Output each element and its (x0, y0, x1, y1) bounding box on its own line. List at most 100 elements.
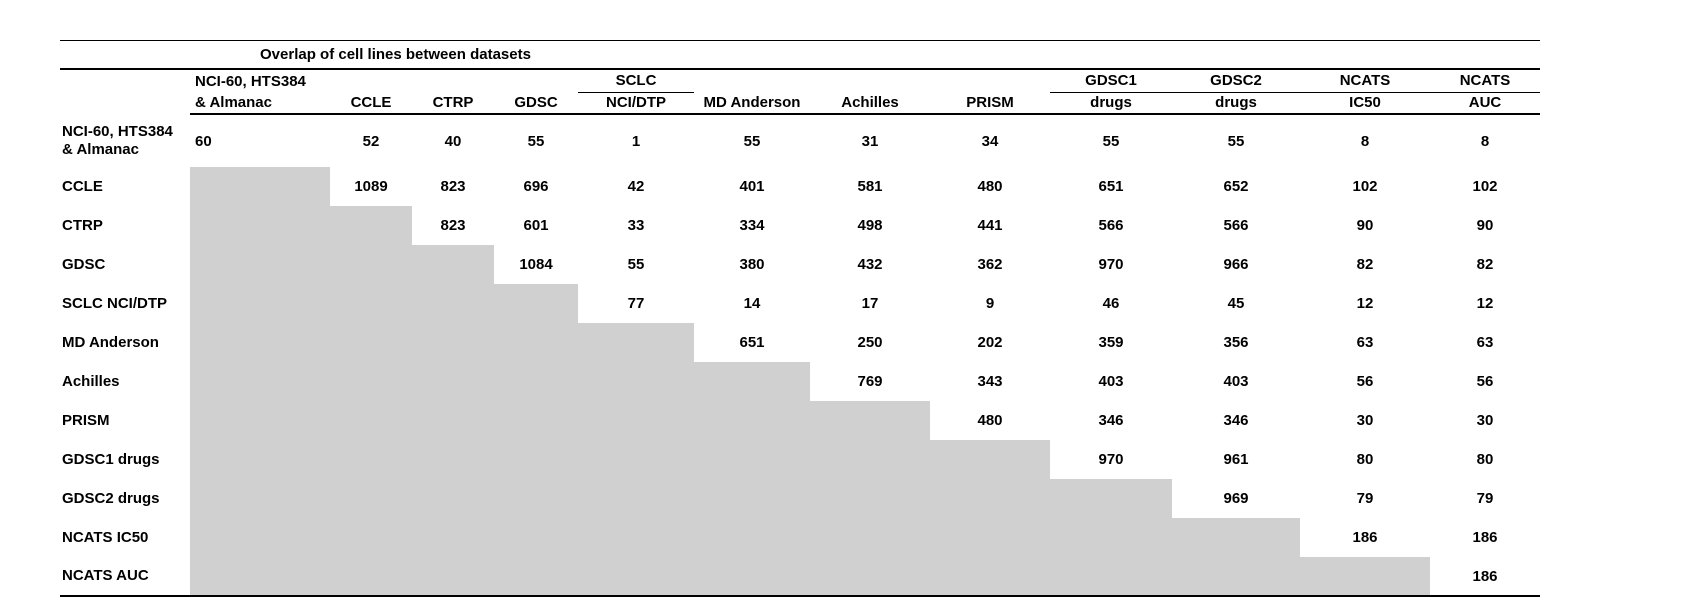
overlap-count-cell: 82 (1356, 256, 1374, 273)
column-header: CCLE (330, 92, 412, 115)
shaded-cell (810, 479, 930, 518)
column-header: drugs (1172, 92, 1300, 115)
overlap-count-cell: 30 (1356, 412, 1374, 429)
column-group-header (412, 70, 494, 92)
row-label: GDSC1 drugs (62, 450, 160, 468)
overlap-table: NCI-60, HTS384 SCLC GDSC1 GDSC2 NCATS NCATS & … (60, 70, 1540, 597)
overlap-count-cell: 970 (1098, 256, 1124, 273)
column-group-header: NCI-60, HTS384 (195, 72, 306, 90)
table-row: GDSC1 drugs 970 961 80 80 (60, 440, 1540, 479)
shaded-cell (412, 362, 494, 401)
row-label: NCI-60, HTS384 & Almanac (62, 122, 173, 158)
shaded-cell (810, 401, 930, 440)
overlap-count-cell: 34 (981, 132, 999, 150)
shaded-cell (412, 284, 494, 323)
table-body: NCI-60, HTS384 & Almanac 60 52 40 55 1 55 31 34 5… (60, 114, 1540, 596)
shaded-cell (412, 401, 494, 440)
shaded-cell (578, 440, 694, 479)
overlap-count-cell: 403 (1223, 373, 1249, 390)
overlap-count-cell: 346 (1098, 412, 1124, 429)
overlap-count-cell: 40 (444, 132, 462, 150)
overlap-count-cell: 601 (523, 217, 549, 234)
row-label: GDSC (62, 255, 106, 273)
overlap-count-cell: 823 (440, 178, 466, 195)
overlap-count-cell: 90 (1356, 217, 1374, 234)
overlap-count-cell: 403 (1098, 373, 1124, 390)
shaded-cell (578, 362, 694, 401)
shaded-cell (578, 557, 694, 596)
overlap-count-cell: 63 (1476, 334, 1494, 351)
table-row: GDSC 1084 55 380 432 362 970 966 82 82 (60, 245, 1540, 284)
overlap-count-cell: 55 (1227, 132, 1245, 150)
column-group-header: GDSC2 (1172, 70, 1300, 93)
column-header: drugs (1050, 92, 1172, 115)
shaded-cell (494, 362, 578, 401)
shaded-cell (694, 401, 810, 440)
overlap-count-cell: 969 (1223, 490, 1249, 507)
overlap-count-cell: 334 (739, 217, 765, 234)
shaded-cell (494, 323, 578, 362)
row-label: Achilles (62, 372, 120, 390)
overlap-count-cell: 202 (977, 334, 1003, 351)
overlap-count-cell: 12 (1356, 295, 1374, 312)
row-label-column-header (60, 70, 190, 92)
shaded-cell (190, 284, 330, 323)
overlap-count-cell: 45 (1227, 295, 1245, 312)
table-header: NCI-60, HTS384 SCLC GDSC1 GDSC2 NCATS NCATS & … (60, 70, 1540, 115)
overlap-count-cell: 12 (1476, 295, 1494, 312)
column-header: Achilles (810, 92, 930, 115)
column-header: CTRP (412, 92, 494, 115)
overlap-count-cell: 30 (1476, 412, 1494, 429)
overlap-count-cell: 441 (977, 217, 1003, 234)
column-header: MD Anderson (694, 92, 810, 115)
shaded-cell (1050, 518, 1172, 557)
shaded-cell (930, 440, 1050, 479)
row-label: SCLC NCI/DTP (62, 294, 167, 312)
overlap-count-cell: 343 (977, 373, 1003, 390)
shaded-cell (494, 518, 578, 557)
shaded-cell (412, 245, 494, 284)
column-header: NCI/DTP (578, 92, 694, 115)
shaded-cell (330, 284, 412, 323)
shaded-cell (412, 479, 494, 518)
row-label-column-header (60, 92, 190, 114)
shaded-cell (330, 518, 412, 557)
overlap-count-cell: 566 (1223, 217, 1249, 234)
shaded-cell (578, 518, 694, 557)
shaded-cell (190, 167, 330, 206)
table-row: MD Anderson 651 250 202 359 356 63 63 (60, 323, 1540, 362)
column-header: IC50 (1300, 92, 1430, 115)
overlap-count-cell: 82 (1476, 256, 1494, 273)
shaded-cell (578, 479, 694, 518)
overlap-count-cell: 380 (739, 256, 765, 273)
overlap-count-cell: 42 (627, 178, 645, 195)
overlap-count-cell: 63 (1356, 334, 1374, 351)
overlap-count-cell: 961 (1223, 451, 1249, 468)
overlap-count-cell: 90 (1476, 217, 1494, 234)
shaded-cell (578, 323, 694, 362)
overlap-count-cell: 17 (861, 295, 879, 312)
overlap-count-cell: 356 (1223, 334, 1249, 351)
shaded-cell (578, 401, 694, 440)
shaded-cell (190, 518, 330, 557)
overlap-count-cell: 566 (1098, 217, 1124, 234)
shaded-cell (494, 440, 578, 479)
overlap-count-cell: 1 (631, 132, 641, 150)
overlap-count-cell: 33 (627, 217, 645, 234)
column-group-header (330, 70, 412, 92)
overlap-count-cell: 79 (1356, 490, 1374, 507)
row-label: PRISM (62, 411, 110, 429)
row-label: NCATS AUC (62, 567, 149, 584)
overlap-count-cell: 55 (743, 132, 761, 150)
overlap-count-cell: 186 (1352, 529, 1378, 546)
overlap-count-cell: 80 (1356, 451, 1374, 468)
overlap-count-cell: 8 (1360, 132, 1370, 150)
shaded-cell (494, 284, 578, 323)
shaded-cell (494, 557, 578, 596)
table-row: SCLC NCI/DTP 77 14 17 9 46 45 12 12 (60, 284, 1540, 323)
shaded-cell (330, 362, 412, 401)
shaded-cell (330, 245, 412, 284)
shaded-cell (1050, 557, 1172, 596)
shaded-cell (330, 401, 412, 440)
table-row: NCATS IC50 186 186 (60, 518, 1540, 557)
